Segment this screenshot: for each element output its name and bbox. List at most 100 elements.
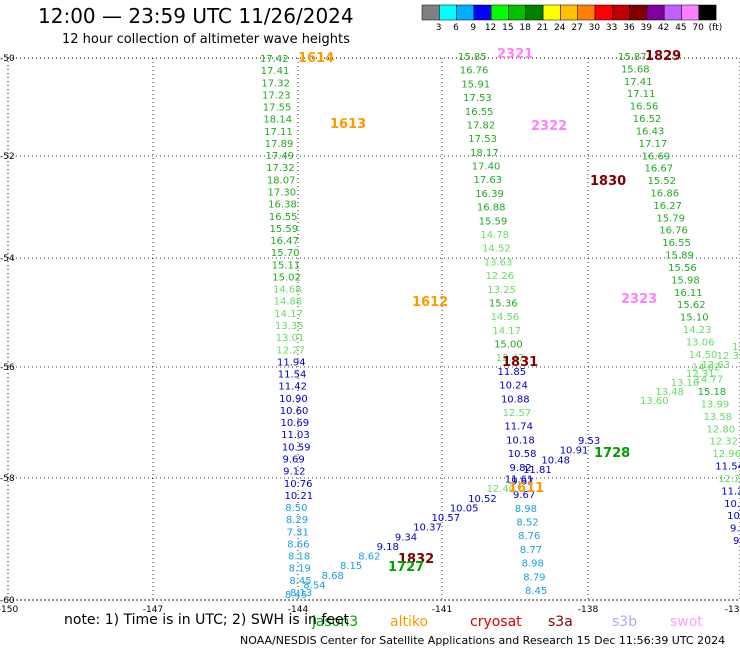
- lon-label: -134: [725, 605, 740, 615]
- track-blue-point: 10.48: [541, 455, 570, 466]
- track-2321-point: 8.76: [518, 531, 540, 542]
- track-1829-point: 15.18: [698, 387, 727, 398]
- note-text: note: 1) Time is in UTC; 2) SWH is in fe…: [64, 612, 350, 628]
- track-1829-point: 12.80: [706, 424, 735, 435]
- track-1614-point: 13.35: [275, 321, 304, 332]
- track-1614-point: 10.60: [280, 406, 309, 417]
- lon-label: -147: [143, 605, 163, 615]
- track-1614-point: 12.27: [276, 345, 305, 356]
- track-1614-point: 10.69: [280, 418, 309, 429]
- colorbar-label: 36: [623, 23, 635, 33]
- colorbar-swatch: [456, 4, 475, 21]
- track-1829-point: 16.69: [642, 151, 671, 162]
- track-1614-point: 9.12: [283, 467, 305, 478]
- lon-label: -141: [432, 605, 452, 615]
- lat-label: -58: [0, 474, 15, 484]
- colorbar-swatch: [646, 4, 665, 21]
- map-border: [7, 57, 740, 601]
- track-1614-point: 15.59: [270, 224, 299, 235]
- track-2321-point: 16.76: [460, 66, 489, 77]
- track-1829-point: 15.79: [656, 213, 685, 224]
- track-blue-point: 10.91: [560, 446, 589, 457]
- track-1614-point: 10.59: [282, 442, 311, 453]
- track-1614-point: 11.94: [277, 357, 306, 368]
- track-2321-point: 9.67: [513, 490, 535, 501]
- track-2321-point: 17.40: [472, 162, 501, 173]
- lat-label: -52: [0, 152, 15, 162]
- track-label-2323: 2323: [621, 292, 657, 307]
- track-1614-point: 10.90: [279, 394, 308, 405]
- track-1614-point: 17.23: [262, 90, 291, 101]
- colorbar-label: (ft): [709, 23, 723, 33]
- track-1829-point: 14.50: [689, 350, 718, 361]
- track-1614-point: 17.32: [261, 78, 290, 89]
- track-2321-point: 8.45: [525, 586, 547, 597]
- track-2321-point: 17.53: [463, 93, 492, 104]
- track-1829-point: 17.11: [627, 89, 656, 100]
- colorbar-swatch: [663, 4, 682, 21]
- track-blue-point: 9.34: [395, 532, 417, 543]
- track-1829-point: 16.11: [674, 288, 703, 299]
- track-2321-point: 8.98: [522, 559, 544, 570]
- track-1829-point: 15.10: [680, 313, 709, 324]
- track-blue-point: 8.62: [358, 552, 380, 563]
- track-1614-point: 16.38: [268, 200, 297, 211]
- track-1614-point: 17.32: [266, 163, 295, 174]
- track-1614-point: 17.41: [261, 66, 290, 77]
- track-green-point: 12.31: [686, 369, 715, 380]
- track-1829-point: 16.56: [630, 102, 659, 113]
- track-2321-point: 9.62: [511, 476, 533, 487]
- track-green-point: 13.16: [671, 378, 700, 389]
- track-blue-point: 9.18: [377, 542, 399, 553]
- map-frame: [7, 57, 740, 601]
- track-1614-point: 15.02: [272, 272, 301, 283]
- track-2321-point: 17.63: [473, 175, 502, 186]
- track-1614-point: 11.03: [281, 430, 310, 441]
- track-1829-point: 9.0: [733, 536, 740, 547]
- track-2321-point: 16.55: [465, 107, 494, 118]
- track-2321-point: 14.78: [480, 230, 509, 241]
- colorbar-swatch: [508, 4, 527, 21]
- lon-label: -138: [578, 605, 599, 615]
- track-blue-point: 11.61: [505, 475, 534, 486]
- track-green-point: 12.63: [701, 360, 730, 371]
- track-1829-point: 15.56: [668, 263, 697, 274]
- map-grid: [8, 57, 740, 601]
- colorbar-swatch: [439, 4, 457, 21]
- track-green-point: 13.48: [655, 387, 684, 398]
- track-1829-point: 15.98: [671, 275, 700, 286]
- track-blue-point: 12.40: [486, 484, 515, 495]
- track-1614-point: 16.55: [269, 212, 298, 223]
- colorbar-label: 3: [436, 23, 442, 33]
- track-label-1611: 1611: [508, 481, 544, 496]
- track-green-point: 12.21: [732, 342, 740, 353]
- colorbar-label: 6: [453, 23, 459, 33]
- lon-label: -144: [288, 605, 309, 615]
- colorbar-label: 33: [606, 23, 617, 33]
- track-green-point: 12.35: [717, 351, 740, 362]
- track-1829-point: 16.43: [636, 126, 665, 137]
- colorbar-swatch: [525, 4, 544, 21]
- track-1829-point: 12.96: [712, 449, 740, 460]
- track-2321-point: 12.47: [496, 353, 525, 364]
- track-2321-point: 14.56: [491, 312, 520, 323]
- track-2321-point: 11.85: [498, 367, 527, 378]
- track-1829-point: 15.62: [677, 300, 706, 311]
- track-label-1832: 1832: [398, 552, 434, 567]
- chart-subtitle: 12 hour collection of altimeter wave hei…: [62, 32, 350, 47]
- colorbar-swatch: [594, 4, 613, 21]
- track-2321-point: 12.26: [485, 271, 514, 282]
- satellite-tracks: 17.4217.4117.3217.2317.5518.1417.1117.89…: [260, 47, 740, 601]
- lat-label: -60: [0, 596, 15, 606]
- legend-cryosat: cryosat: [470, 614, 522, 630]
- track-label-2321: 2321: [497, 47, 533, 62]
- track-1829-point: 12.32: [709, 437, 738, 448]
- track-2321-point: 8.79: [523, 572, 545, 583]
- track-blue-point: 11.81: [523, 465, 552, 476]
- track-1614-point: 8.50: [285, 503, 307, 514]
- colorbar-swatch: [577, 4, 596, 21]
- track-1614-point: 9.69: [283, 455, 305, 466]
- track-2321-point: 15.59: [479, 216, 508, 227]
- track-1829-point: 16.27: [653, 201, 682, 212]
- track-blue-point: 8.54: [303, 580, 325, 591]
